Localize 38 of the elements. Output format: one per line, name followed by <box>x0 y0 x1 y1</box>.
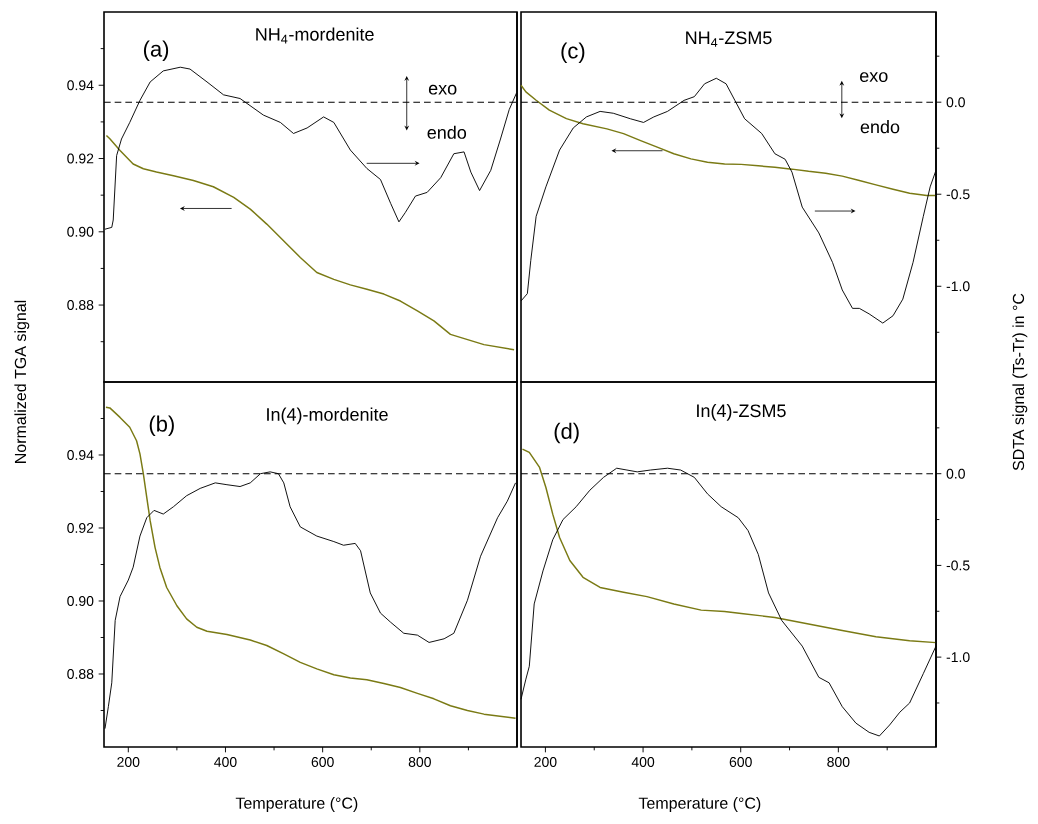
x-axis-title: Temperature (°C) <box>638 797 761 812</box>
y-tick-label: 0.90 <box>67 226 94 237</box>
y-tick-label: 0.90 <box>67 596 94 606</box>
x-tick-label: 200 <box>117 757 140 767</box>
x-tick-label: 800 <box>827 757 850 767</box>
x-tick-label: 400 <box>214 757 237 767</box>
y-tick-label: 0.94 <box>67 450 94 460</box>
y2-tick-label: -0.5 <box>946 189 970 200</box>
y-tick-label: 0.92 <box>67 523 94 533</box>
annotation: (a) <box>143 40 169 62</box>
text: In(4)-mordenite <box>267 407 388 425</box>
text: NH$_{4}$-mordenite <box>256 27 374 44</box>
annotation: endo <box>427 125 467 139</box>
x-tick-label: 400 <box>631 757 655 767</box>
y2-tick-label: 0.0 <box>946 97 965 108</box>
y-tick-label: 0.94 <box>67 80 94 91</box>
x-tick-label: 200 <box>534 757 557 767</box>
annotation: (d) <box>554 422 579 444</box>
y-tick-label: 0.92 <box>67 153 94 164</box>
x-axis-title: Temperature (°C) <box>235 797 358 812</box>
annotation: (b) <box>149 415 174 437</box>
y-tick-label: 0.88 <box>67 669 94 679</box>
text: NH$_{4}$-ZSM5 <box>686 31 772 47</box>
annotation: endo <box>860 120 900 134</box>
text: In(4)-ZSM5 <box>697 403 786 421</box>
y-axis-title: Normalized TGA signal <box>14 300 30 463</box>
x-tick-label: 600 <box>311 757 334 767</box>
y2-axis-title: SDTA signal (Ts-Tr) in °C <box>1012 293 1028 471</box>
x-tick-label: 600 <box>729 757 752 767</box>
y2-tick-label: 0.0 <box>946 468 965 479</box>
annotation: (c) <box>561 42 585 63</box>
annotation: exo <box>428 84 457 95</box>
y2-tick-label: -1.0 <box>946 281 970 292</box>
y2-tick-label: -1.0 <box>946 652 970 663</box>
y-tick-label: 0.88 <box>67 300 94 311</box>
annotation: exo <box>860 72 888 83</box>
x-tick-label: 800 <box>408 757 431 767</box>
y2-tick-label: -0.5 <box>946 560 970 571</box>
